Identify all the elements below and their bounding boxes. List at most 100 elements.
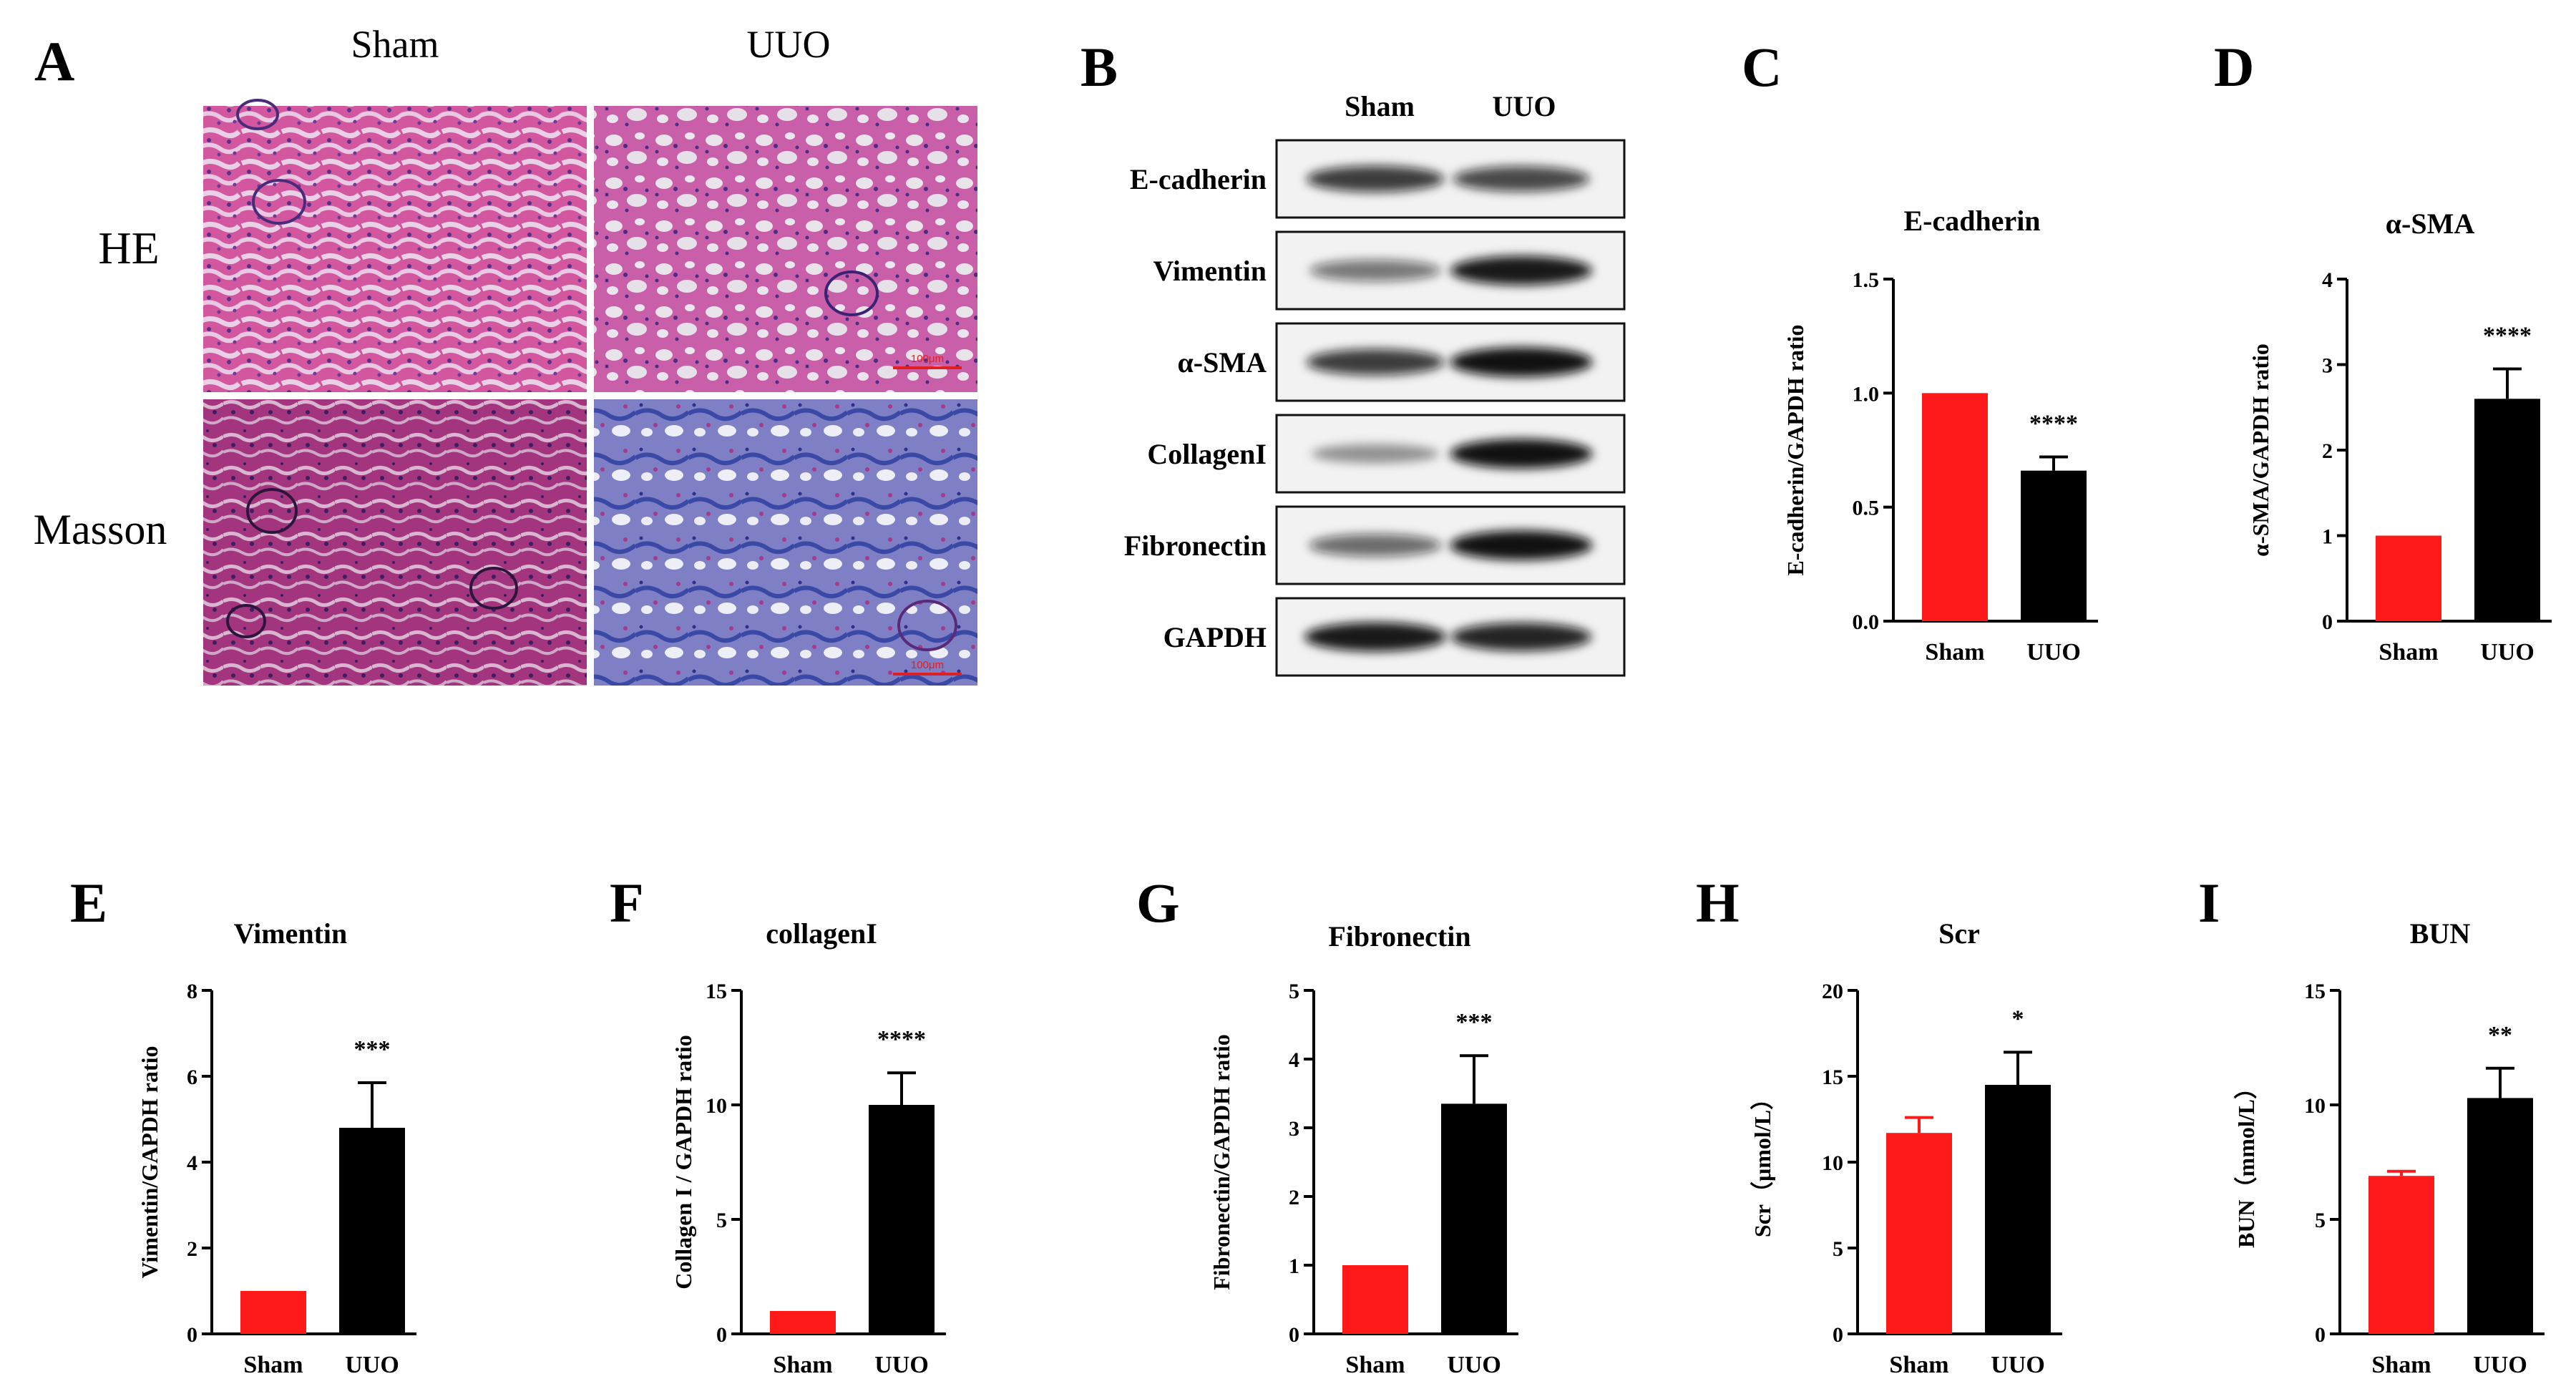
y-tick-label: 0	[1833, 1323, 1843, 1347]
bar-uuo	[2474, 399, 2540, 621]
y-tick-label: 15	[2304, 980, 2326, 1003]
y-axis-label: Collagen I / GAPDH ratio	[670, 1035, 696, 1290]
x-tick-label: Sham	[1925, 639, 1984, 666]
y-tick-label: 4	[187, 1151, 197, 1175]
x-tick-label: Sham	[1889, 1352, 1948, 1378]
blot-band-signal	[1453, 166, 1590, 192]
micrograph-he-uuo	[594, 106, 977, 392]
x-tick-label: UUO	[1991, 1352, 2045, 1378]
glomerulus-shape	[236, 99, 279, 130]
y-tick-label: 0	[187, 1323, 197, 1347]
bar-sham	[1342, 1265, 1408, 1334]
histology-col-sham: Sham	[351, 23, 439, 66]
y-tick-label: 20	[1822, 980, 1843, 1003]
panel-letter-b: B	[1080, 36, 1118, 98]
glomerulus-shape	[469, 567, 518, 610]
panel-letter-d: D	[2214, 36, 2254, 98]
micrograph-masson-sham	[203, 399, 587, 686]
blot-band-signal	[1450, 347, 1593, 377]
chart-title: α-SMA	[2386, 208, 2475, 240]
blot-band-signal	[1304, 622, 1447, 652]
significance-marker: ****	[2483, 322, 2532, 348]
panel-letter-e: E	[70, 872, 107, 934]
y-tick-label: 0.0	[1853, 610, 1880, 634]
histology-col-uuo: UUO	[747, 23, 831, 66]
scale-bar-label: 100μm	[911, 353, 944, 365]
chart-title: E-cadherin	[1903, 205, 2040, 237]
chart-i: I BUN BUN（mmol/L） 0 5 10 15 Sham UUO **	[2198, 872, 2545, 1378]
chart-title: BUN	[2410, 917, 2471, 950]
x-tick-label: Sham	[243, 1352, 303, 1378]
chart-h: H Scr Scr（μmol/L） 0 5 10 15 20 Sham UUO *	[1696, 872, 2062, 1378]
bar-uuo	[339, 1128, 405, 1334]
scale-bar	[893, 673, 962, 676]
chart-e: E Vimentin Vimentin/GAPDH ratio 0 2 4 6 8 Sham UU…	[70, 872, 416, 1378]
bar-sham	[2368, 1176, 2434, 1334]
y-axis-label: E-cadherin/GAPDH ratio	[1782, 324, 1808, 575]
x-tick-label: Sham	[2371, 1352, 2431, 1378]
bar-sham	[240, 1291, 306, 1334]
glomerulus-shape	[252, 179, 306, 225]
x-tick-label: UUO	[345, 1352, 399, 1378]
blot-band-label: GAPDH	[1163, 621, 1267, 653]
y-tick-label: 10	[1822, 1151, 1843, 1175]
y-tick-label: 2	[187, 1237, 197, 1261]
blot-band-signal	[1306, 165, 1445, 192]
y-axis-label: Scr（μmol/L）	[1750, 1087, 1775, 1237]
chart-g: G Fibronectin Fibronectin/GAPDH ratio 0 1 2 3 4…	[1136, 872, 1518, 1378]
y-tick-label: 10	[2304, 1094, 2326, 1118]
bar-uuo	[1985, 1085, 2051, 1334]
panel-a-histology: A Sham UUO HE Masson 100μm 100μm	[34, 23, 977, 686]
y-tick-label: 15	[1822, 1066, 1843, 1089]
y-tick-label: 3	[1289, 1117, 1299, 1141]
scale-bar-label: 100μm	[911, 659, 944, 671]
bar-sham	[2376, 535, 2441, 621]
blot-band-label: Vimentin	[1153, 255, 1267, 287]
glomerulus-shape	[226, 604, 266, 638]
y-tick-label: 0	[2315, 1323, 2326, 1347]
chart-title: Scr	[1938, 917, 1980, 950]
y-tick-label: 1.0	[1853, 382, 1880, 406]
chart-d: Dα-SMA α-SMA/GAPDH ratio 0 1 2 3 4 Sham UUO ****	[2214, 36, 2552, 666]
x-tick-label: UUO	[874, 1352, 929, 1378]
bar-uuo	[2021, 470, 2087, 621]
significance-marker: ****	[877, 1026, 926, 1053]
blot-band-signal	[1450, 623, 1592, 651]
chart-c: C E-cadherin E-cadherin/GAPDH ratio 0.0 0.5 1…	[1742, 36, 2098, 666]
y-axis-label: Fibronectin/GAPDH ratio	[1209, 1034, 1234, 1290]
y-axis-label: α-SMA/GAPDH ratio	[2248, 343, 2273, 557]
panel-letter-h: H	[1696, 872, 1740, 934]
y-tick-label: 0	[1289, 1323, 1299, 1347]
blot-band-signal	[1309, 534, 1442, 557]
scale-bar	[893, 366, 962, 369]
bar-uuo	[869, 1105, 935, 1334]
blot-band-signal	[1450, 439, 1593, 469]
blot-band-signal	[1450, 530, 1593, 560]
blot-band-label: CollagenI	[1147, 438, 1267, 470]
y-tick-label: 4	[2322, 268, 2333, 292]
y-tick-label: 5	[1289, 980, 1299, 1003]
blot-band-signal	[1450, 255, 1593, 286]
histology-row-he: HE	[98, 223, 159, 273]
significance-marker: ****	[2029, 411, 2078, 437]
x-tick-label: UUO	[2473, 1352, 2527, 1378]
significance-marker: ***	[1456, 1009, 1493, 1035]
panel-letter-i: I	[2198, 872, 2220, 934]
bar-sham	[770, 1311, 836, 1334]
blot-band-signal	[1309, 259, 1441, 282]
bar-sham	[1886, 1133, 1952, 1334]
y-tick-label: 1.5	[1853, 268, 1880, 292]
x-tick-label: Sham	[773, 1352, 832, 1378]
glomerulus-shape	[897, 600, 957, 651]
x-tick-label: Sham	[2379, 639, 2438, 666]
y-tick-label: 15	[706, 980, 727, 1003]
blot-band-signal	[1311, 444, 1440, 464]
bar-uuo	[1441, 1103, 1507, 1334]
significance-marker: ***	[354, 1036, 391, 1063]
significance-marker: *	[2012, 1005, 2024, 1032]
x-tick-label: Sham	[1345, 1352, 1405, 1378]
panel-letter-a: A	[34, 30, 74, 92]
bar-sham	[1922, 393, 1988, 621]
y-tick-label: 0.5	[1853, 497, 1880, 520]
blot-band-label: Fibronectin	[1124, 530, 1267, 562]
